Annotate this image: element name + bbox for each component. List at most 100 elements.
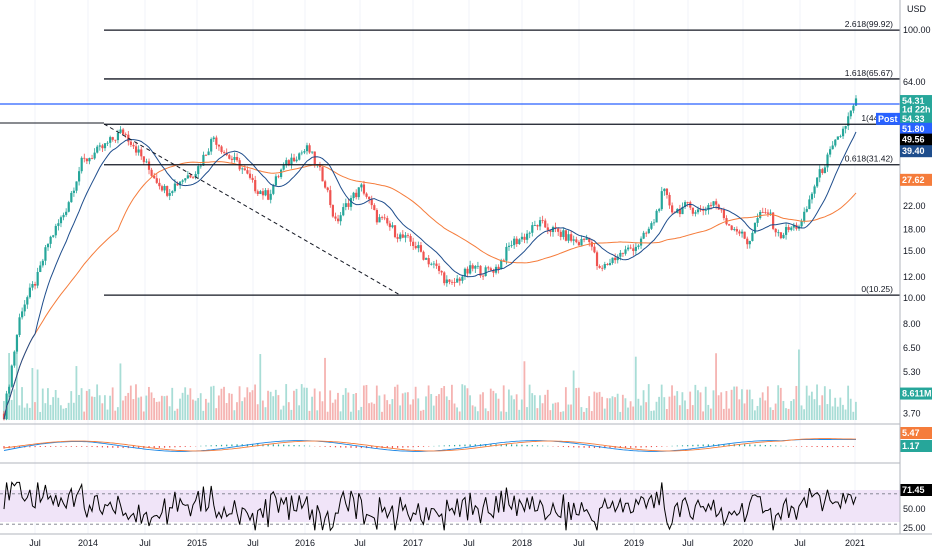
volume-bar-145 <box>378 395 381 420</box>
candle-body-107 <box>279 169 283 178</box>
volume-bar-77 <box>202 410 205 420</box>
volume-bar-69 <box>181 392 184 420</box>
volume-bar-188 <box>489 388 492 420</box>
macd-hist-32 <box>86 446 88 447</box>
candle-body-55 <box>145 161 148 163</box>
candle-body-251 <box>652 222 656 224</box>
volume-bar-39 <box>103 395 106 420</box>
volume-bar-10 <box>28 407 31 420</box>
candle-body-24 <box>65 211 68 215</box>
volume-bar-175 <box>456 407 458 420</box>
candle-body-191 <box>497 266 500 270</box>
volume-bar-309 <box>803 409 806 420</box>
volume-bar-18 <box>49 404 52 420</box>
volume-bar-281 <box>730 389 733 420</box>
candle-body-139 <box>362 184 366 194</box>
volume-bar-262 <box>681 392 684 420</box>
candle-body-313 <box>813 186 816 194</box>
candle-body-173 <box>450 281 454 283</box>
candle-body-29 <box>78 171 81 182</box>
candle-body-35 <box>93 152 96 159</box>
candle-body-224 <box>582 238 586 240</box>
candle-body-158 <box>412 241 415 247</box>
trend-line <box>103 123 401 296</box>
candle-body-198 <box>515 238 518 244</box>
candle-body-226 <box>588 237 591 243</box>
volume-bar-53 <box>140 396 143 420</box>
macd-signal-line <box>3 438 856 452</box>
candle-body-8 <box>23 304 26 312</box>
macd-hist-156 <box>407 446 409 448</box>
volume-bar-310 <box>805 385 808 420</box>
volume-bar-74 <box>194 400 197 420</box>
candle-body-187 <box>487 267 490 269</box>
volume-bar-202 <box>526 407 528 420</box>
macd-hist-208 <box>542 445 544 447</box>
candle-body-88 <box>230 158 233 160</box>
candle-body-309 <box>803 211 806 222</box>
volume-bar-25 <box>67 402 70 420</box>
candle-body-54 <box>142 156 145 163</box>
candle-body-163 <box>425 258 428 260</box>
macd-hist-240 <box>624 446 627 449</box>
macd-hist-170 <box>443 445 445 447</box>
candle-body-83 <box>217 144 221 147</box>
volume-bar-327 <box>849 398 852 420</box>
volume-bar-102 <box>267 390 269 420</box>
candle-body-174 <box>453 282 456 283</box>
macd-hist-158 <box>412 446 414 448</box>
volume-bar-166 <box>432 405 435 420</box>
x-tick-7: 2017 <box>403 538 423 548</box>
candle-body-280 <box>728 224 731 226</box>
candle-body-34 <box>90 157 94 159</box>
candle-body-215 <box>559 231 562 237</box>
volume-bar-133 <box>347 392 350 420</box>
volume-bar-197 <box>513 399 515 420</box>
volume-bar-124 <box>324 357 326 420</box>
candle-body-98 <box>256 191 259 195</box>
ma-fast-line <box>3 131 857 420</box>
macd-hist-294 <box>764 445 766 447</box>
candle-body-85 <box>223 152 226 153</box>
rsi-tag-label: 71.45 <box>902 485 925 495</box>
candle-body-74 <box>194 174 197 178</box>
macd-hist-16 <box>44 446 47 447</box>
volume-bar-261 <box>678 405 681 420</box>
macd-hist-312 <box>811 446 813 447</box>
macd-hist-112 <box>293 445 295 447</box>
volume-bar-248 <box>645 402 648 420</box>
volume-bar-117 <box>305 387 308 420</box>
candle-body-136 <box>355 192 358 198</box>
candle-body-239 <box>621 252 625 254</box>
candle-body-274 <box>712 201 715 206</box>
candle-body-217 <box>564 230 568 241</box>
macd-hist-204 <box>531 445 533 447</box>
volume-bar-308 <box>800 405 803 420</box>
macd-hist-192 <box>500 444 502 447</box>
candle-body-250 <box>650 223 653 229</box>
x-tick-5: 2016 <box>295 538 315 548</box>
volume-bar-128 <box>334 399 337 420</box>
volume-bar-158 <box>412 399 414 420</box>
candle-body-197 <box>513 238 516 246</box>
volume-bar-46 <box>122 400 124 420</box>
price-tag-label-4: 51.80 <box>902 124 925 134</box>
candle-body-264 <box>686 202 689 203</box>
candle-body-267 <box>694 212 697 214</box>
time-axis[interactable]: Jul 2014 Jul 2015 Jul 2016 Jul 2017 Jul 2018 Jul 20… <box>29 538 865 548</box>
candle-body-258 <box>671 205 674 213</box>
candle-body-137 <box>357 187 360 198</box>
volume-bar-208 <box>541 403 544 420</box>
price-axis[interactable]: 100.0064.0040.0022.0018.0015.0012.0010.0… <box>903 25 931 419</box>
volume-bar-89 <box>233 410 236 420</box>
candle-body-206 <box>536 225 539 227</box>
volume-bar-43 <box>114 410 117 420</box>
candle-body-18 <box>49 236 52 244</box>
candle-body-26 <box>70 192 73 203</box>
macd-hist-20 <box>55 446 57 447</box>
candle-body-7 <box>21 311 24 318</box>
candle-body-253 <box>658 209 661 211</box>
candle-body-14 <box>39 265 42 272</box>
volume-bar-84 <box>220 388 223 420</box>
